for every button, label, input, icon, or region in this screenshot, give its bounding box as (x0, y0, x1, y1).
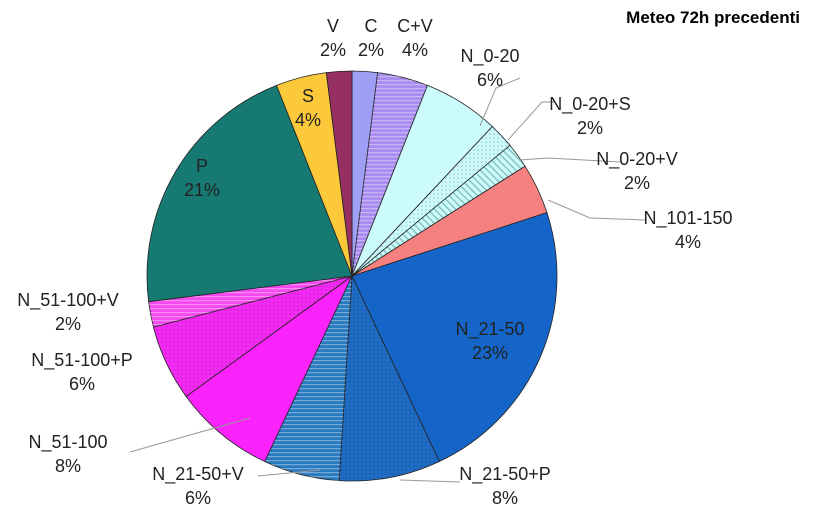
slice-label: C+V (397, 16, 433, 36)
slice-percent: 2% (358, 40, 384, 60)
pie-slice-pattern (148, 276, 352, 327)
leader-line (507, 101, 555, 141)
slice-label: V (327, 16, 339, 36)
slice-percent: 21% (184, 180, 220, 200)
leader-line (257, 469, 321, 477)
slice-percent: 6% (69, 374, 95, 394)
pie-slice-pattern (153, 276, 352, 397)
pie-slice-v (325, 70, 353, 277)
slice-label: N_101-150 (643, 208, 732, 229)
slice-label: N_0-20+S (549, 94, 631, 115)
leader-line (547, 199, 646, 221)
slice-percent: 4% (675, 232, 701, 252)
pie-slice-pattern (352, 145, 526, 276)
slice-label: S (302, 86, 314, 106)
slice-percent: 2% (624, 173, 650, 193)
leader-line (519, 157, 621, 163)
leader-line (479, 77, 521, 127)
slice-label: N_51-100+P (31, 350, 133, 371)
slice-label: C (365, 16, 378, 36)
slice-percent: 8% (492, 488, 518, 508)
pie-slice-pattern (352, 126, 510, 276)
slice-percent: 4% (402, 40, 428, 60)
pie-slice-n-21-50 (351, 212, 558, 463)
pie-slice-p (146, 84, 353, 303)
leader-line (399, 479, 461, 483)
slice-percent: 2% (320, 40, 346, 60)
slice-label: N_21-50+P (459, 464, 551, 485)
slice-percent: 2% (577, 118, 603, 138)
slice-percent: 8% (55, 456, 81, 476)
slice-percent: 4% (295, 110, 321, 130)
leader-line (129, 417, 251, 453)
slice-percent: 23% (472, 343, 508, 363)
pie-slice-n-51-100 (185, 275, 353, 463)
slice-label: N_21-50+V (152, 464, 244, 485)
slice-percent: 6% (477, 70, 503, 90)
pie-slice-pattern (264, 276, 352, 481)
slice-label: N_51-100+V (17, 290, 119, 311)
pie-slice-pattern (352, 72, 428, 276)
slice-label: P (196, 156, 208, 176)
slice-label: N_21-50 (455, 319, 524, 340)
slice-percent: 2% (55, 314, 81, 334)
chart-title: Meteo 72h precedenti (626, 8, 800, 27)
pie-slice-pattern (339, 276, 440, 481)
slice-label: N_51-100 (28, 432, 107, 453)
slice-label: N_0-20+V (596, 149, 678, 170)
slice-percent: 6% (185, 488, 211, 508)
slice-label: N_0-20 (460, 46, 519, 67)
